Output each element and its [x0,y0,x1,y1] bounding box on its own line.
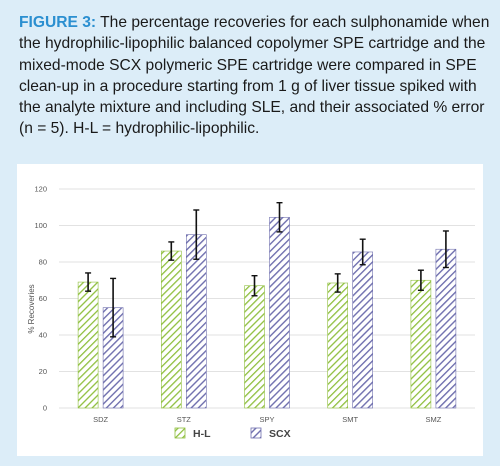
error-bar-h-l-spy [251,274,258,297]
bar-chart: SDZ STZ SPY SMT SMZ 0 20 40 60 80 100 120 % Recove… [27,185,475,440]
legend-swatch [174,427,186,439]
legend-item-scx: SCX [250,427,291,440]
error-bar-h-l-sdz [85,272,92,292]
caption-text: The percentage recoveries for each sulph… [19,14,490,138]
figure-caption: FIGURE 3: The percentage recoveries for … [19,12,491,140]
x-tick-label: SMZ [425,415,441,424]
error-bar-scx-smz [442,230,449,269]
error-bar-scx-smt [359,238,366,266]
y-axis-label: % Recoveries [27,284,36,333]
legend-item-h-l: H-L [174,427,211,440]
error-bar-h-l-smz [417,269,424,291]
y-tick-label: 100 [34,221,47,230]
figure-label: FIGURE 3: [19,14,97,31]
error-bar-scx-stz [193,209,200,260]
chart-panel: SDZ STZ SPY SMT SMZ 0 20 40 60 80 100 120 % Recove… [17,164,483,456]
bar-h-l-sdz [77,281,99,409]
bar-scx-spy [269,216,290,409]
error-bar-scx-sdz [110,277,117,338]
error-bar-h-l-stz [168,241,175,261]
bar-scx-smt [352,251,374,409]
error-bar-h-l-smt [334,273,341,293]
legend-label: H-L [193,428,211,440]
y-tick-label: 120 [34,185,47,194]
x-tick-label: SDZ [93,415,108,424]
error-bar-scx-spy [276,201,283,233]
bar-h-l-stz [161,250,182,409]
bar-h-l-spy [244,285,265,409]
x-tick-label: SPY [259,415,274,424]
y-tick-label: 80 [39,258,47,267]
bar-h-l-smz [410,279,432,409]
y-tick-label: 0 [43,404,47,413]
bar-scx-smz [435,248,457,409]
x-tick-label: STZ [177,415,192,424]
x-tick-label: SMT [342,415,358,424]
bar-scx-stz [186,234,207,409]
y-tick-label: 20 [39,367,47,376]
legend-label: SCX [269,428,291,440]
y-tick-label: 40 [39,331,47,340]
bar-h-l-smt [327,282,349,409]
y-tick-label: 60 [39,294,47,303]
legend-swatch [250,427,262,439]
